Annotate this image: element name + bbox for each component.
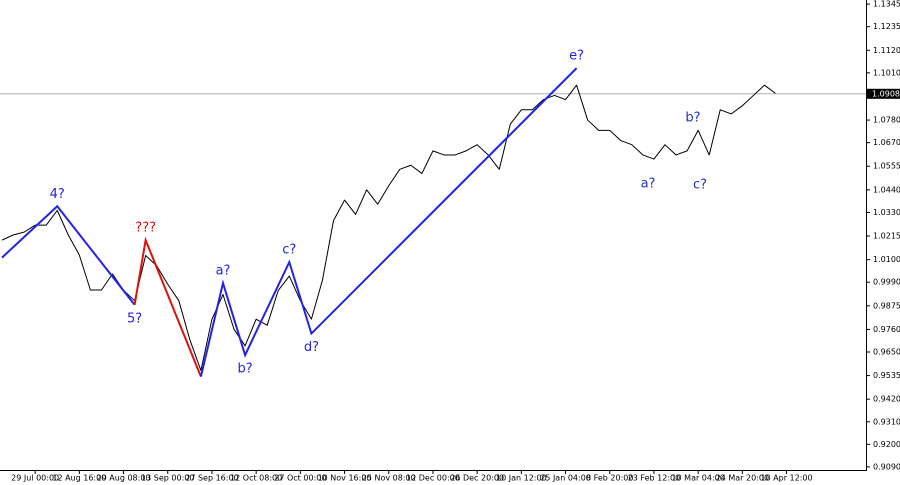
x-tick-label: 10 Jan 12:00	[496, 474, 547, 483]
y-tick-label: 1.0555	[873, 162, 900, 171]
x-tick-label: 10 Nov 16:00	[318, 474, 372, 483]
y-tick-label: 0.9535	[873, 371, 900, 380]
x-tick-label: 12 Aug 16:00	[52, 474, 106, 483]
x-tick-label: 8 Feb 20:00	[586, 474, 633, 483]
x-tick-label: 13 Sep 00:00	[141, 474, 194, 483]
x-tick-label: 23 Feb 12:00	[628, 474, 680, 483]
wave-label: ???	[135, 221, 156, 236]
x-tick-label: 12 Oct 08:00	[230, 474, 282, 483]
wave-label: d?	[304, 340, 319, 355]
y-tick-label: 1.1235	[873, 22, 900, 31]
price-line	[1, 84, 776, 371]
y-tick-label: 0.9875	[873, 301, 900, 310]
wave-label: a?	[216, 264, 231, 279]
current-price-label: 1.0908	[872, 89, 900, 98]
wave-line	[1, 204, 136, 306]
y-tick-label: 0.9090	[873, 462, 900, 471]
wave-line	[133, 236, 202, 377]
y-tick-label: 0.9420	[873, 395, 900, 404]
y-tick-label: 1.0670	[873, 138, 900, 147]
wave-line	[199, 67, 578, 377]
x-tick-label: 26 Dec 20:00	[450, 474, 504, 483]
y-tick-label: 1.0100	[873, 255, 900, 264]
annotation: c?	[693, 178, 707, 193]
x-tick-label: 25 Nov 08:00	[362, 474, 416, 483]
wave-label: 4?	[50, 187, 65, 202]
y-tick-label: 1.0330	[873, 208, 900, 217]
wave-label: b?	[238, 362, 253, 377]
x-tick-label: 10 Mar 04:00	[671, 474, 724, 483]
y-tick-label: 1.0440	[873, 185, 900, 194]
y-tick-label: 0.9650	[873, 347, 900, 356]
y-tick-label: 0.9990	[873, 278, 900, 287]
y-tick-label: 1.1010	[873, 68, 900, 77]
y-tick-label: 0.9310	[873, 417, 900, 426]
x-tick-label: 25 Jan 04:00	[540, 474, 591, 483]
annotation: a?	[641, 177, 656, 192]
annotation: b?	[685, 111, 700, 126]
y-tick-label: 1.1120	[873, 46, 900, 55]
wave-label: e?	[569, 49, 584, 64]
y-tick-label: 0.9200	[873, 440, 900, 449]
x-tick-label: 27 Sep 16:00	[185, 474, 238, 483]
x-tick-label: 29 Jul 00:00	[11, 474, 59, 483]
wave-label: c?	[282, 243, 296, 258]
x-tick-label: 27 Oct 00:00	[274, 474, 326, 483]
wave-label: 5?	[127, 311, 142, 326]
current-price-box	[867, 88, 900, 99]
y-tick-label: 1.0780	[873, 116, 900, 125]
y-tick-label: 0.9760	[873, 325, 900, 334]
x-tick-label: 10 Apr 12:00	[760, 474, 812, 483]
y-tick-label: 1.0215	[873, 232, 900, 241]
y-tick-label: 1.1345	[873, 0, 900, 9]
x-tick-label: 24 Mar 20:00	[716, 474, 769, 483]
x-tick-label: 12 Dec 00:00	[406, 474, 460, 483]
x-tick-label: 29 Aug 08:00	[97, 474, 151, 483]
